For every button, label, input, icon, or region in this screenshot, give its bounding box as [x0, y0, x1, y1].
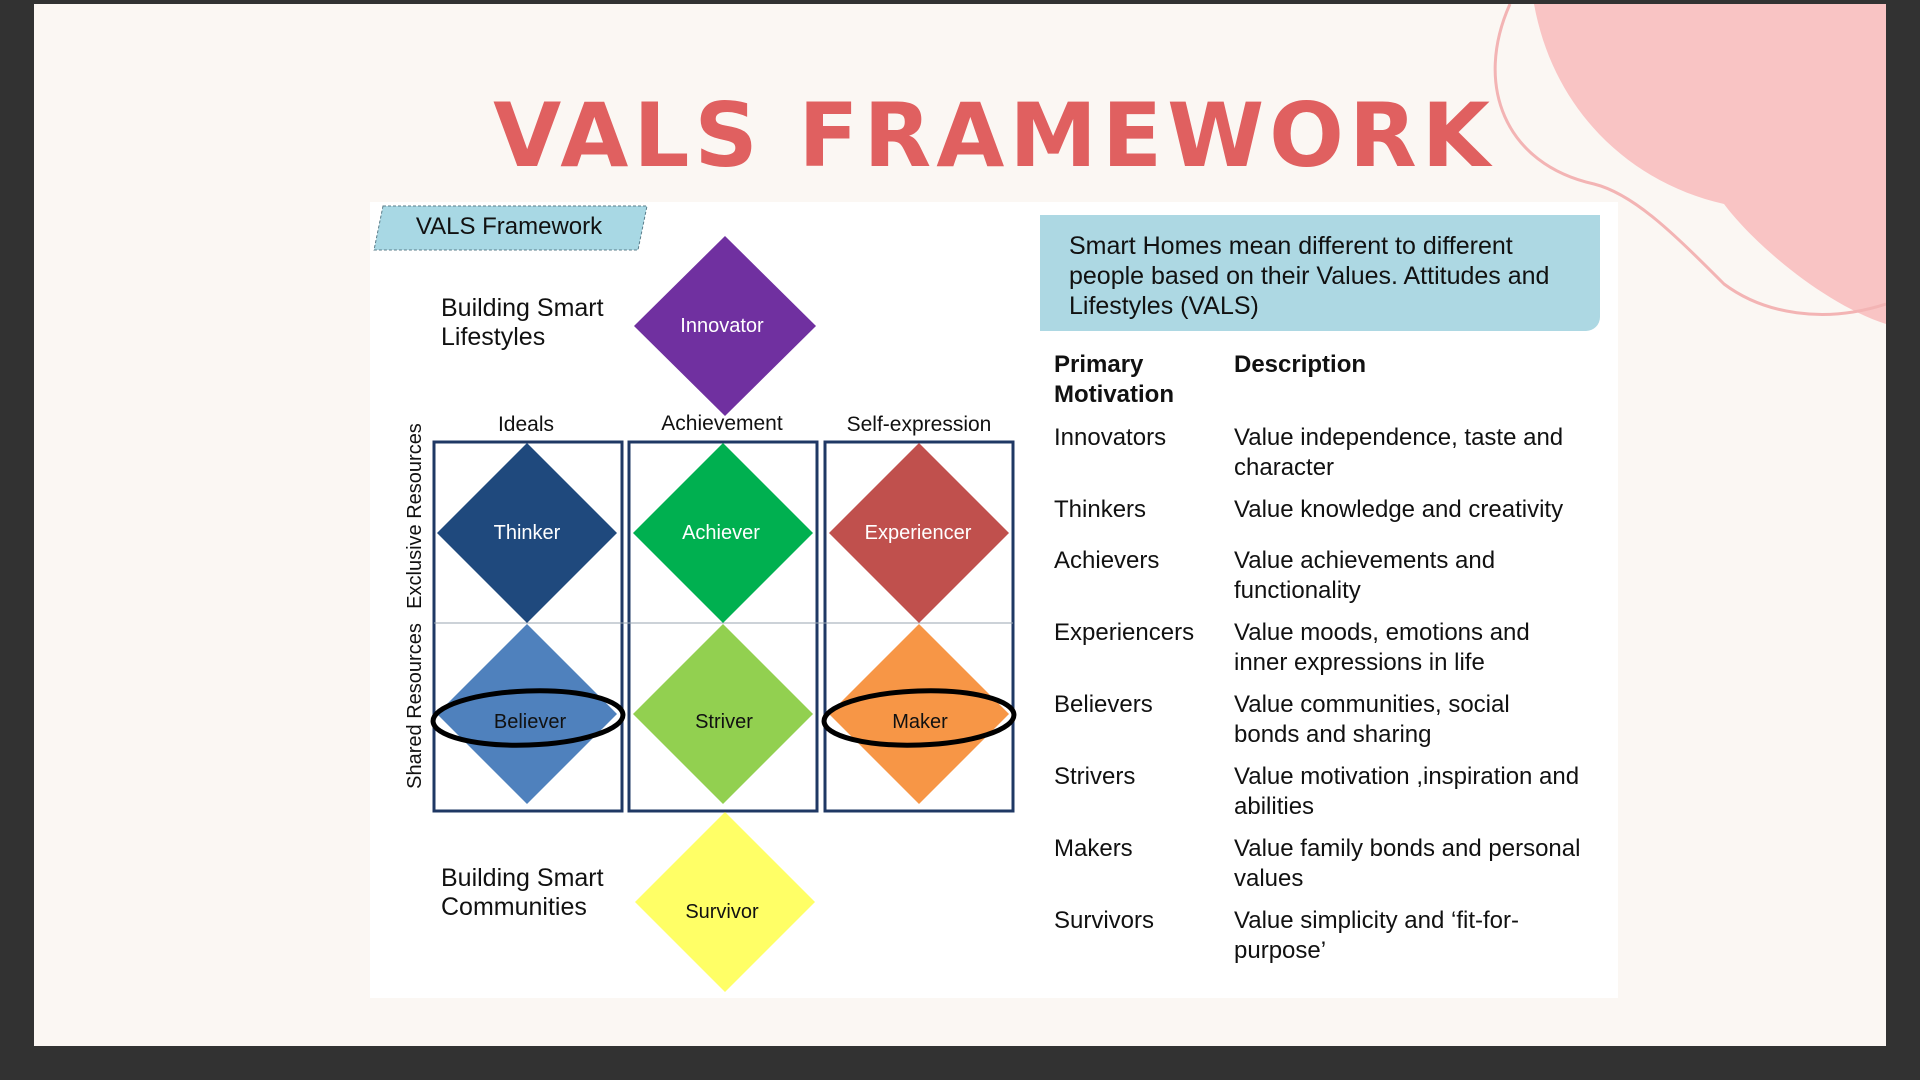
top-caption-line-1: Building Smart [441, 294, 604, 322]
header-primary-motivation-line-1: Primary [1054, 351, 1144, 378]
believer-highlight-circle [430, 688, 626, 748]
row-description: Value moods, emotions and inner expressio… [1234, 618, 1530, 678]
row-description-line: Value independence, taste and [1234, 424, 1564, 451]
top-caption-line-2: Lifestyles [441, 323, 545, 351]
believer-label: Believer [494, 711, 567, 733]
survivor-diamond [635, 812, 815, 992]
vals-figure: VALS Framework Building Smart Lifestyles… [370, 202, 1618, 998]
thinker-label: Thinker [494, 522, 561, 544]
bottom-caption-line-2: Communities [441, 893, 587, 921]
row-description: Value independence, taste and character [1234, 423, 1563, 483]
believer-diamond [437, 624, 617, 804]
row-description: Value communities, social bonds and shari… [1234, 690, 1510, 750]
row-motivation: Achievers [1054, 547, 1160, 574]
row-motivation: Innovators [1054, 424, 1167, 451]
row-description: Value simplicity and ‘fit-for-purpose’ [1234, 906, 1519, 966]
vals-diagram: VALS Framework Building Smart Lifestyles… [373, 205, 1017, 992]
row-description: Value family bonds and personal values [1234, 834, 1580, 894]
column-box-ideals [432, 440, 624, 813]
column-header-self-expression: Self-expression [847, 413, 992, 436]
row-description-line: Value simplicity and ‘fit-for- [1234, 907, 1519, 934]
column-header-achievement: Achievement [661, 412, 783, 435]
side-label-exclusive-resources: Exclusive Resources [404, 423, 426, 609]
diagram-tag: VALS Framework [416, 213, 603, 240]
row-motivation: Makers [1054, 835, 1133, 862]
slide: VALS FRAMEWORK VALS Framework Building S… [34, 4, 1886, 1046]
striver-diamond [633, 624, 813, 804]
side-label-shared-resources: Shared Resources [404, 623, 426, 789]
row-description-line: Value knowledge and creativity [1234, 496, 1564, 523]
row-description-line: bonds and sharing [1234, 721, 1432, 748]
column-box-self-expression [823, 440, 1015, 813]
row-description: Value achievements and functionality [1234, 546, 1495, 606]
row-motivation: Thinkers [1054, 496, 1147, 523]
achiever-label: Achiever [682, 522, 760, 544]
experiencer-label: Experiencer [865, 522, 972, 544]
row-description-line: abilities [1234, 793, 1315, 820]
maker-label: Maker [892, 711, 948, 733]
thinker-diamond [437, 443, 617, 623]
row-motivation: Believers [1054, 691, 1153, 718]
experiencer-diamond [829, 443, 1009, 623]
row-description-line: Value moods, emotions and [1234, 619, 1530, 646]
diagram-tag-bg [373, 205, 648, 251]
row-description: Value motivation ,inspiration and abiliti… [1234, 762, 1579, 822]
slide-title: VALS FRAMEWORK [493, 84, 1495, 187]
row-description-line: functionality [1234, 577, 1361, 604]
decorative-blob [1493, 4, 1886, 324]
header-primary-motivation: Primary Motivation [1054, 350, 1174, 410]
row-description-line: values [1234, 865, 1304, 892]
row-description-line: Value family bonds and personal [1234, 835, 1581, 862]
row-description: Value knowledge and creativity [1234, 495, 1563, 525]
info-box: Smart Homes mean different to different … [1040, 215, 1600, 331]
row-motivation: Survivors [1054, 907, 1155, 934]
maker-highlight-circle [821, 688, 1017, 748]
row-motivation: Experiencers [1054, 619, 1195, 646]
row-description-line: inner expressions in life [1234, 649, 1485, 676]
row-description-line: Value communities, social [1234, 691, 1510, 718]
row-description-line: character [1234, 454, 1335, 481]
row-description-line: Value motivation ,inspiration and [1234, 763, 1580, 790]
row-description-line: purpose’ [1234, 937, 1327, 964]
striver-label: Striver [695, 711, 753, 733]
innovator-diamond [634, 236, 816, 416]
header-description: Description [1234, 351, 1367, 378]
column-header-ideals: Ideals [498, 413, 554, 436]
row-motivation: Strivers [1054, 763, 1136, 790]
innovator-label: Innovator [680, 315, 764, 337]
maker-diamond [829, 624, 1009, 804]
survivor-label: Survivor [685, 901, 759, 923]
header-primary-motivation-line-2: Motivation [1054, 381, 1174, 408]
row-description-line: Value achievements and [1234, 547, 1496, 574]
bottom-caption-line-1: Building Smart [441, 864, 604, 892]
column-box-achievement [627, 440, 819, 813]
achiever-diamond [633, 443, 813, 623]
